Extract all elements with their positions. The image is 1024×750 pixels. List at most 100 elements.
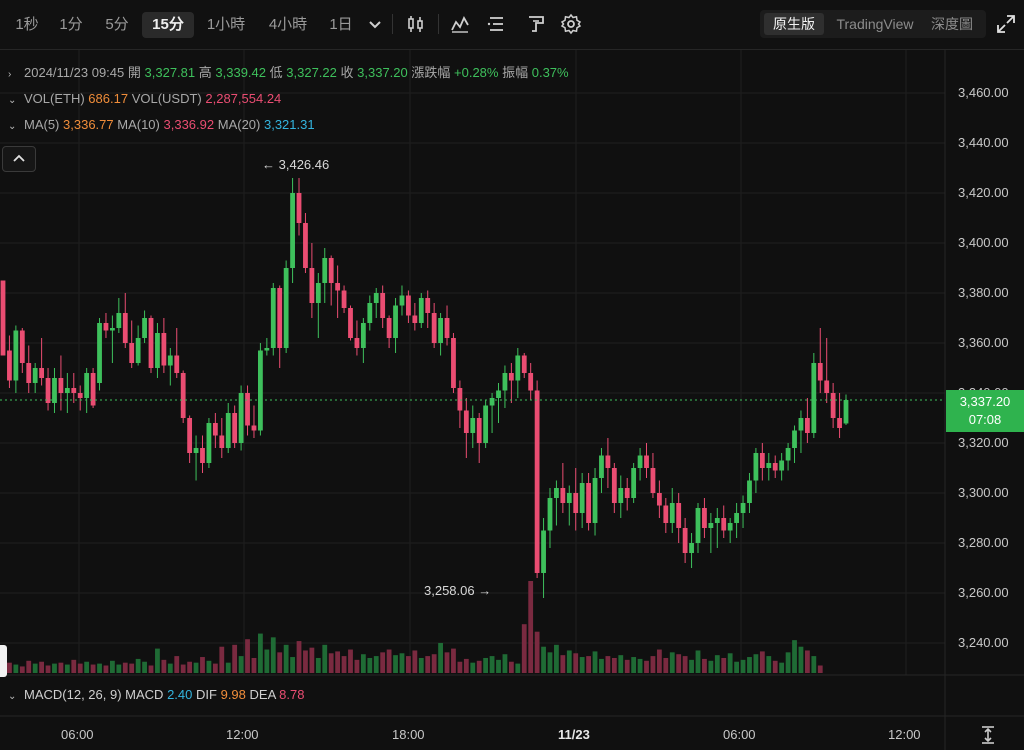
candle-body — [58, 378, 64, 393]
candle-body — [367, 303, 373, 323]
volume-bar — [637, 658, 643, 673]
candle-body — [599, 455, 604, 478]
candle-body — [547, 498, 553, 531]
volume-bar — [328, 653, 334, 673]
volume-bar — [97, 663, 102, 673]
candle-body — [804, 418, 810, 433]
volume-bar — [463, 658, 469, 673]
price-tick-label: 3,240.00 — [958, 635, 1009, 650]
view-tradingview[interactable]: TradingView — [836, 16, 914, 32]
timeframe-15m[interactable]: 15分 — [142, 12, 194, 38]
chevron-down-icon[interactable]: ⌄ — [8, 121, 17, 132]
ma5-label: MA(5) — [24, 117, 60, 132]
volume-bar — [431, 654, 437, 673]
candle-body — [740, 503, 746, 513]
candle-body — [483, 405, 489, 443]
candle-body — [148, 318, 154, 368]
amplitude-value: 0.37% — [531, 65, 569, 80]
candle-body — [84, 373, 90, 398]
volume-bar — [438, 642, 443, 673]
candlestick-chart-icon[interactable] — [405, 13, 427, 35]
price-tick-label: 3,420.00 — [958, 185, 1009, 200]
drawing-tool-icon[interactable] — [525, 13, 547, 35]
chevron-down-icon[interactable]: ⌄ — [8, 95, 17, 106]
candle-body — [792, 430, 797, 448]
time-tick-label: 12:00 — [226, 727, 259, 742]
candle-body — [90, 373, 96, 406]
volume-bar — [489, 656, 495, 673]
candle-body — [721, 518, 727, 531]
candle-body — [759, 453, 765, 468]
candle-body — [489, 398, 495, 406]
volume-bar — [721, 657, 727, 673]
volume-bar — [19, 666, 25, 673]
view-native[interactable]: 原生版 — [764, 13, 824, 35]
time-tick-label: 11/23 — [558, 727, 590, 742]
candle-body — [418, 298, 424, 323]
volume-bar — [187, 661, 193, 673]
volume-bar — [84, 661, 90, 673]
volume-bar — [708, 660, 714, 673]
list-settings-icon[interactable] — [485, 13, 507, 35]
low-annotation: 3,258.06 → — [424, 583, 492, 598]
volume-bar — [727, 653, 733, 673]
chevron-down-icon[interactable]: ⌄ — [8, 691, 17, 702]
vol-usdt-label: VOL(USDT) — [131, 91, 202, 106]
volume-bar — [142, 661, 147, 673]
volume-bar — [766, 656, 772, 673]
volume-bar — [90, 664, 96, 673]
macd-legend: ⌄ MACD(12, 26, 9) MACD 2.40 DIF 9.98 DEA … — [8, 686, 304, 704]
fullscreen-icon[interactable] — [995, 13, 1017, 35]
volume-bar — [560, 655, 566, 673]
gear-icon[interactable] — [560, 13, 582, 35]
volume-bar — [669, 652, 675, 673]
volume-bar — [785, 652, 791, 673]
candle-body — [592, 478, 598, 523]
timeframe-5m[interactable]: 5分 — [105, 16, 129, 33]
open-label: 開 — [127, 65, 141, 80]
view-depth-chart[interactable]: 深度圖 — [931, 16, 973, 32]
candle-body — [116, 313, 122, 328]
high-label: 高 — [198, 65, 212, 80]
ma5-value: 3,336.77 — [63, 117, 114, 132]
axis-scale-icon[interactable] — [978, 725, 998, 745]
candle-body — [463, 410, 469, 433]
candle-body — [431, 313, 437, 343]
volume-bar — [309, 647, 315, 673]
price-tick-label: 3,300.00 — [958, 485, 1009, 500]
high-annotation: ← 3,426.46 — [262, 157, 330, 172]
timeframe-1s[interactable]: 1秒 — [15, 16, 39, 33]
indicator-icon[interactable] — [449, 13, 471, 35]
side-drawer-handle[interactable] — [0, 645, 7, 677]
candle-body — [303, 223, 308, 268]
vol-eth-value: 686.17 — [88, 91, 129, 106]
view-switcher: 原生版 TradingView 深度圖 — [760, 10, 986, 38]
volume-bar — [393, 655, 398, 673]
candle-body — [52, 378, 57, 403]
volume-legend: ⌄ VOL(ETH) 686.17 VOL(USDT) 2,287,554.24 — [8, 90, 281, 108]
volume-bar — [52, 663, 57, 673]
volume-bar — [180, 664, 186, 673]
timeframe-1m[interactable]: 1分 — [59, 16, 83, 33]
timeframe-1h[interactable]: 1小時 — [206, 16, 246, 33]
chevron-right-icon[interactable]: › — [8, 69, 12, 80]
candle-body — [13, 330, 19, 381]
candle-body — [644, 455, 649, 468]
candle-body — [502, 373, 508, 391]
candle-body — [232, 413, 238, 443]
chevron-down-icon[interactable] — [364, 13, 386, 35]
timeframe-1d[interactable]: 1日 — [329, 16, 353, 33]
candle-body — [676, 503, 682, 528]
timeframe-4h[interactable]: 4小時 — [268, 16, 308, 33]
change-value: +0.28% — [454, 65, 499, 80]
price-chart[interactable] — [0, 50, 1024, 750]
candle-body — [142, 318, 147, 338]
volume-bar — [360, 654, 366, 673]
volume-bar — [129, 663, 135, 673]
volume-bar — [26, 660, 32, 673]
candle-body — [476, 418, 482, 443]
volume-bar — [631, 657, 637, 673]
volume-bar — [804, 650, 810, 673]
collapse-legend-button[interactable] — [2, 146, 36, 172]
volume-bar — [817, 665, 823, 673]
